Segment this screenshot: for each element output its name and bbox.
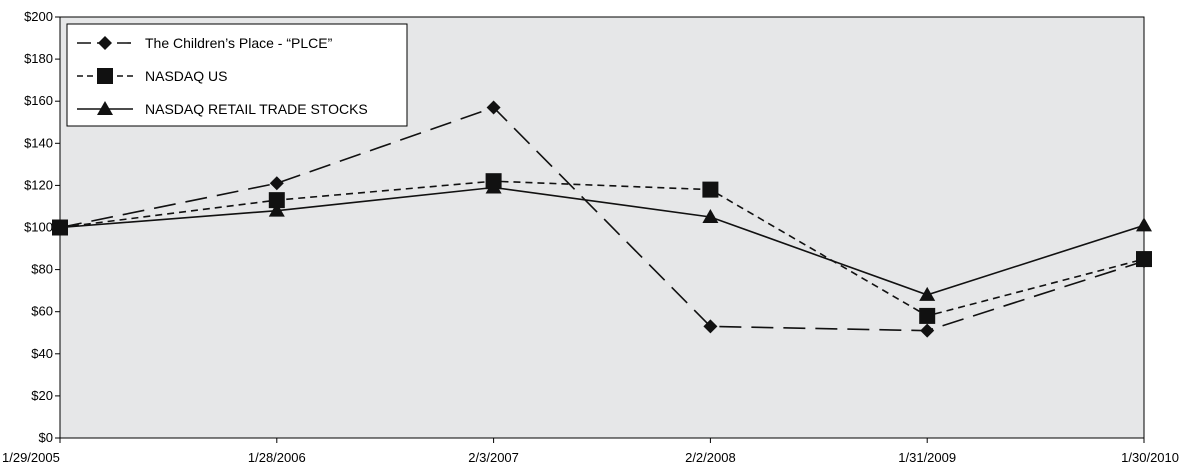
series-line-2 bbox=[59, 186, 1145, 296]
y-tick-label: $20 bbox=[31, 388, 53, 403]
legend-marker-2 bbox=[97, 101, 113, 115]
legend-label-1: NASDAQ US bbox=[145, 68, 227, 84]
legend-label-0: The Children’s Place - “PLCE” bbox=[145, 35, 333, 51]
series-2-marker bbox=[702, 208, 719, 223]
y-tick-label: $80 bbox=[31, 262, 53, 277]
series-1-marker bbox=[702, 181, 719, 198]
series-2-marker bbox=[919, 286, 936, 301]
series-1-marker bbox=[919, 307, 936, 324]
series-0-marker bbox=[703, 319, 718, 334]
series-line-0 bbox=[59, 106, 1145, 332]
y-tick-label: $100 bbox=[24, 220, 53, 235]
legend-marker-1 bbox=[97, 68, 113, 84]
x-tick-label: 1/31/2009 bbox=[898, 450, 956, 465]
x-tick-label: 1/29/2005 bbox=[2, 450, 60, 465]
x-tick-label: 1/28/2006 bbox=[248, 450, 306, 465]
x-tick-label: 1/30/2010 bbox=[1121, 450, 1179, 465]
series-2-marker bbox=[485, 179, 502, 194]
y-tick-label: $180 bbox=[24, 51, 53, 66]
y-tick-label: $60 bbox=[31, 304, 53, 319]
series-0-marker bbox=[920, 323, 935, 338]
x-tick-label: 2/2/2008 bbox=[685, 450, 736, 465]
y-axis: $0 $20 $40 $60 $80 $100 $120 $140 $160 $180 $200 bbox=[24, 9, 60, 445]
y-tick-label: $120 bbox=[24, 177, 53, 192]
series-2-marker bbox=[268, 202, 285, 217]
legend: The Children’s Place - “PLCE” NASDAQ US NA… bbox=[66, 23, 408, 127]
series-0-marker bbox=[269, 176, 284, 191]
series-2-marker bbox=[52, 219, 68, 234]
legend-marker-0 bbox=[98, 36, 112, 50]
series-0-marker bbox=[486, 100, 501, 115]
series-1-marker bbox=[1136, 251, 1152, 268]
y-tick-label: $40 bbox=[31, 346, 53, 361]
series-markers bbox=[52, 100, 1152, 338]
series-lines bbox=[59, 106, 1145, 332]
series-line-1 bbox=[59, 180, 1145, 317]
y-tick-label: $140 bbox=[24, 135, 53, 150]
x-tick-label: 2/3/2007 bbox=[468, 450, 519, 465]
x-axis: 1/29/2005 1/28/2006 2/3/2007 2/2/2008 1/31/2… bbox=[2, 438, 1179, 465]
y-tick-label: $0 bbox=[39, 430, 53, 445]
y-tick-label: $200 bbox=[24, 9, 53, 24]
series-1-marker bbox=[268, 192, 285, 209]
y-tick-label: $160 bbox=[24, 93, 53, 108]
legend-label-2: NASDAQ RETAIL TRADE STOCKS bbox=[145, 101, 368, 117]
series-2-marker bbox=[1136, 217, 1152, 232]
